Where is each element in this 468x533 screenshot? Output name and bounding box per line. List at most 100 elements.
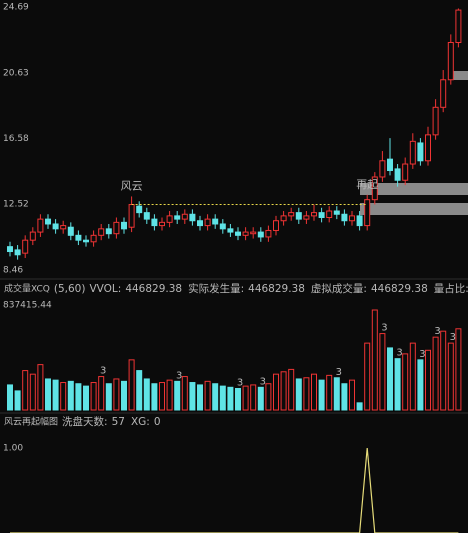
candle-body (432, 106, 439, 136)
candle-body (333, 210, 340, 215)
volume-label: 3 (434, 326, 440, 337)
candle-body (174, 215, 181, 220)
volume-bar (394, 358, 401, 411)
volume-label: 3 (100, 366, 106, 377)
volume-bar (37, 364, 44, 411)
candle-body (37, 218, 44, 233)
volume-bar (227, 386, 234, 411)
candle-body (105, 228, 112, 235)
candle-body (98, 228, 105, 236)
volume-bar (311, 373, 317, 411)
volume-bar (174, 380, 181, 411)
volume-bar (22, 370, 29, 411)
volume-bar (83, 385, 89, 411)
volume-bar (121, 380, 127, 411)
indicator-name: VVOL: (89, 283, 121, 295)
candle-body (295, 212, 302, 220)
volume-bar (197, 384, 203, 411)
volume-bar (60, 382, 67, 411)
volume-bar (288, 368, 295, 411)
volume-bar (440, 330, 447, 411)
indicator-value: 0 (154, 416, 161, 428)
y-tick-label: 16.58 (3, 134, 29, 144)
volume-bar (67, 380, 74, 411)
volume-label: 3 (381, 323, 387, 334)
volume-bar (273, 373, 279, 411)
candle-body (356, 215, 363, 227)
candle-body (311, 212, 317, 217)
volume-bar (303, 377, 310, 411)
volume-bar (128, 359, 135, 411)
volume-bar (326, 374, 333, 411)
candle-body (417, 142, 424, 162)
indicator-value: 446829.38 (125, 283, 182, 295)
indicator-name: 实际发生量: (188, 282, 244, 295)
candle-body (318, 212, 325, 218)
indicator-name: XG: (131, 416, 150, 428)
volume-bar (425, 349, 431, 411)
candle-body (341, 213, 348, 222)
candle-body (257, 231, 264, 238)
volume-bar (257, 386, 264, 411)
candle-body (75, 234, 82, 241)
volume-bar (333, 377, 340, 411)
candle-body (219, 223, 226, 230)
volume-label: 3 (396, 348, 402, 359)
candle-body (303, 215, 310, 220)
candle-body (121, 221, 127, 230)
volume-bar (75, 383, 82, 411)
volume-bar (181, 376, 188, 411)
y-tick-label: 837415.44 (3, 301, 52, 311)
volume-label: 3 (419, 349, 425, 360)
candle-body (22, 239, 29, 254)
candle-body (455, 9, 462, 43)
zone (452, 71, 468, 80)
candle-body (52, 223, 59, 230)
volume-bar (242, 385, 249, 411)
volume-bar (409, 342, 416, 411)
volume-bar (371, 309, 378, 411)
volume-bar (379, 333, 386, 411)
volume-bar (14, 390, 21, 411)
volume-bar (189, 382, 196, 411)
indicator-name: 量占比: (434, 282, 468, 295)
volume-bar (113, 378, 120, 411)
candle-body (235, 231, 241, 236)
volume-bar (98, 376, 105, 411)
volume-bar (447, 342, 454, 411)
volume-label: 3 (237, 378, 243, 389)
volume-bar (295, 378, 302, 411)
volume-bar (402, 353, 409, 411)
indicator-title: 成交量XCQ (4, 283, 50, 295)
indicator-title: 风云再起幅图 (4, 416, 58, 428)
volume-bar (387, 347, 393, 411)
volume-bar (212, 383, 219, 411)
indicator-value: 446829.38 (248, 283, 305, 295)
candle-body (151, 218, 158, 227)
volume-bar (7, 384, 13, 411)
y-tick-label: 24.69 (3, 3, 29, 13)
candle-body (349, 215, 355, 222)
volume-label: 3 (336, 367, 342, 378)
volume-bar (29, 373, 36, 411)
candle-body (364, 199, 371, 227)
candle-body (204, 218, 211, 227)
candle-body (143, 212, 150, 220)
candle-body (227, 228, 234, 233)
candle-body (197, 220, 203, 227)
candle-body (280, 215, 287, 222)
candle-body (440, 79, 447, 108)
volume-bar (219, 385, 226, 411)
candle-body (394, 168, 401, 181)
volume-bar (432, 336, 439, 411)
candle-body (387, 158, 393, 172)
zone (360, 203, 468, 215)
candle-body (159, 221, 165, 227)
candle-body (250, 231, 257, 235)
volume-bar (166, 379, 173, 411)
volume-bar (105, 383, 112, 411)
candle-body (288, 212, 295, 217)
volume-bar (455, 328, 462, 411)
